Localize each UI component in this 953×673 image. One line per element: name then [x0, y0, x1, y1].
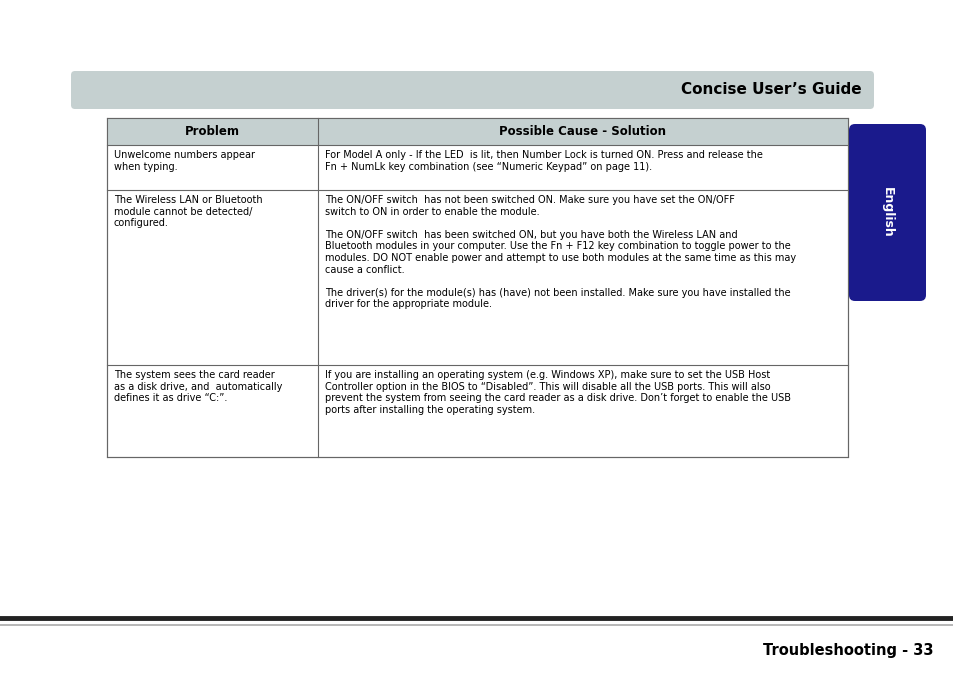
Text: Concise User’s Guide: Concise User’s Guide — [680, 83, 862, 98]
Text: The ON/OFF switch  has not been switched ON. Make sure you have set the ON/OFF
s: The ON/OFF switch has not been switched … — [325, 195, 796, 310]
Text: If you are installing an operating system (e.g. Windows XP), make sure to set th: If you are installing an operating syste… — [325, 370, 790, 415]
Text: Troubleshooting - 33: Troubleshooting - 33 — [762, 643, 933, 658]
Bar — [107, 118, 847, 145]
Text: Possible Cause - Solution: Possible Cause - Solution — [499, 125, 666, 138]
Bar — [107, 118, 847, 457]
Text: The system sees the card reader
as a disk drive, and  automatically
defines it a: The system sees the card reader as a dis… — [113, 370, 282, 403]
Text: The Wireless LAN or Bluetooth
module cannot be detected/
configured.: The Wireless LAN or Bluetooth module can… — [113, 195, 262, 228]
Text: Problem: Problem — [185, 125, 240, 138]
Text: English: English — [880, 187, 893, 238]
FancyBboxPatch shape — [848, 124, 925, 301]
Text: Unwelcome numbers appear
when typing.: Unwelcome numbers appear when typing. — [113, 150, 254, 172]
Text: For Model A only - If the LED  is lit, then Number Lock is turned ON. Press and : For Model A only - If the LED is lit, th… — [325, 150, 762, 172]
FancyBboxPatch shape — [71, 71, 873, 109]
